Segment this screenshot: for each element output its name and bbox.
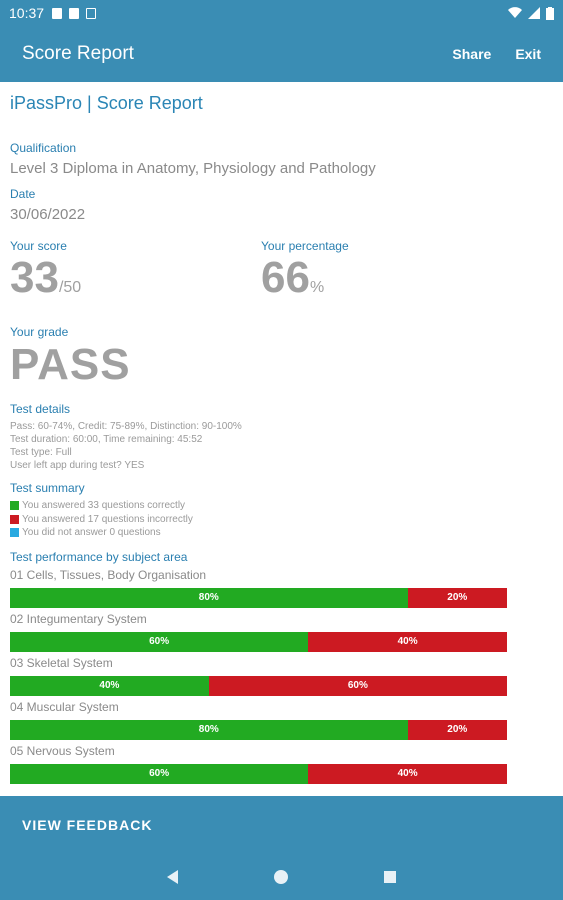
app-bar: Score Report Share Exit xyxy=(0,26,563,82)
recent-square-icon[interactable] xyxy=(384,871,396,883)
score-block: Your score 33/50 xyxy=(10,239,261,311)
grade-label: Your grade xyxy=(10,325,69,339)
correct-segment: 80% xyxy=(10,719,408,740)
subject-bar: 40% 60% xyxy=(10,675,507,696)
details-line: Test type: Full xyxy=(10,447,72,458)
date-value: 30/06/2022 xyxy=(10,206,86,223)
qualification-value: Level 3 Diploma in Anatomy, Physiology a… xyxy=(10,160,376,177)
summary-unanswered: You did not answer 0 questions xyxy=(10,526,553,540)
subject-name: 03 Skeletal System xyxy=(10,655,113,670)
battery-icon xyxy=(546,6,554,20)
system-nav-bar xyxy=(0,854,563,900)
test-details-label: Test details xyxy=(10,402,71,416)
score-total: /50 xyxy=(58,279,82,296)
score-value: 33 xyxy=(10,253,59,302)
subject-bar: 60% 40% xyxy=(10,631,507,652)
score-report-content[interactable]: iPassPro | Score Report Qualification Le… xyxy=(0,82,563,796)
details-line: Test duration: 60:00, Time remaining: 45… xyxy=(10,434,203,445)
correct-segment: 60% xyxy=(10,763,309,784)
status-notification-icons xyxy=(52,7,97,19)
signal-icon xyxy=(528,7,540,19)
correct-segment: 60% xyxy=(10,631,309,652)
view-feedback-button[interactable]: VIEW FEEDBACK xyxy=(22,817,153,833)
subject-performance-list: 01 Cells, Tissues, Body Organisation 80% 2… xyxy=(10,568,553,784)
incorrect-segment: 40% xyxy=(308,631,507,652)
subject-bar: 80% 20% xyxy=(10,719,507,740)
score-label: Your score xyxy=(10,239,67,253)
test-details: Pass: 60-74%, Credit: 75-89%, Distinctio… xyxy=(10,420,553,472)
status-time: 10:37 xyxy=(9,5,45,21)
percentage-block: Your percentage 66% xyxy=(261,239,512,311)
unanswered-swatch-icon xyxy=(10,528,19,538)
summary-correct: You answered 33 questions correctly xyxy=(10,499,553,513)
correct-segment: 80% xyxy=(10,587,408,608)
app-bar-title: Score Report xyxy=(22,43,134,64)
sd-card-icon xyxy=(69,7,80,19)
correct-segment: 40% xyxy=(10,675,209,696)
subject-name: 04 Muscular System xyxy=(10,699,119,714)
share-button[interactable]: Share xyxy=(452,46,492,62)
storage-notification-icon xyxy=(86,7,97,19)
percentage-value: 66 xyxy=(261,253,310,302)
subject-name: 01 Cells, Tissues, Body Organisation xyxy=(10,567,207,582)
date-label: Date xyxy=(10,187,36,201)
percentage-label: Your percentage xyxy=(261,239,349,253)
details-line: User left app during test? YES xyxy=(10,460,145,471)
photo-notification-icon xyxy=(52,7,63,19)
test-summary: You answered 33 questions correctly You … xyxy=(10,499,553,540)
performance-label: Test performance by subject area xyxy=(10,549,188,564)
subject-bar: 60% 40% xyxy=(10,763,507,784)
score-display: 33/50 xyxy=(10,255,261,311)
incorrect-swatch-icon xyxy=(10,514,19,524)
percentage-unit: % xyxy=(309,279,325,296)
back-triangle-icon[interactable] xyxy=(167,870,178,884)
qualification-label: Qualification xyxy=(10,141,77,155)
subject-name: 05 Nervous System xyxy=(10,743,115,758)
test-summary-label: Test summary xyxy=(10,481,85,495)
grade-value: PASS xyxy=(10,340,131,389)
wifi-icon xyxy=(508,7,522,19)
correct-swatch-icon xyxy=(10,501,19,511)
percentage-display: 66% xyxy=(261,255,512,311)
subject-bar: 80% 20% xyxy=(10,587,507,608)
exit-button[interactable]: Exit xyxy=(515,46,541,62)
status-system-icons xyxy=(508,6,554,20)
report-title: iPassPro | Score Report xyxy=(10,93,203,113)
summary-incorrect: You answered 17 questions incorrectly xyxy=(10,513,553,527)
details-line: Pass: 60-74%, Credit: 75-89%, Distinctio… xyxy=(10,421,242,432)
home-circle-icon[interactable] xyxy=(274,870,288,884)
bottom-action-bar: VIEW FEEDBACK xyxy=(0,796,563,854)
subject-name: 02 Integumentary System xyxy=(10,611,147,626)
score-row: Your score 33/50 Your percentage 66% xyxy=(10,239,553,311)
incorrect-segment: 20% xyxy=(407,587,507,608)
status-bar: 10:37 xyxy=(0,0,563,26)
incorrect-segment: 60% xyxy=(208,675,507,696)
incorrect-segment: 20% xyxy=(407,719,507,740)
incorrect-segment: 40% xyxy=(308,763,507,784)
